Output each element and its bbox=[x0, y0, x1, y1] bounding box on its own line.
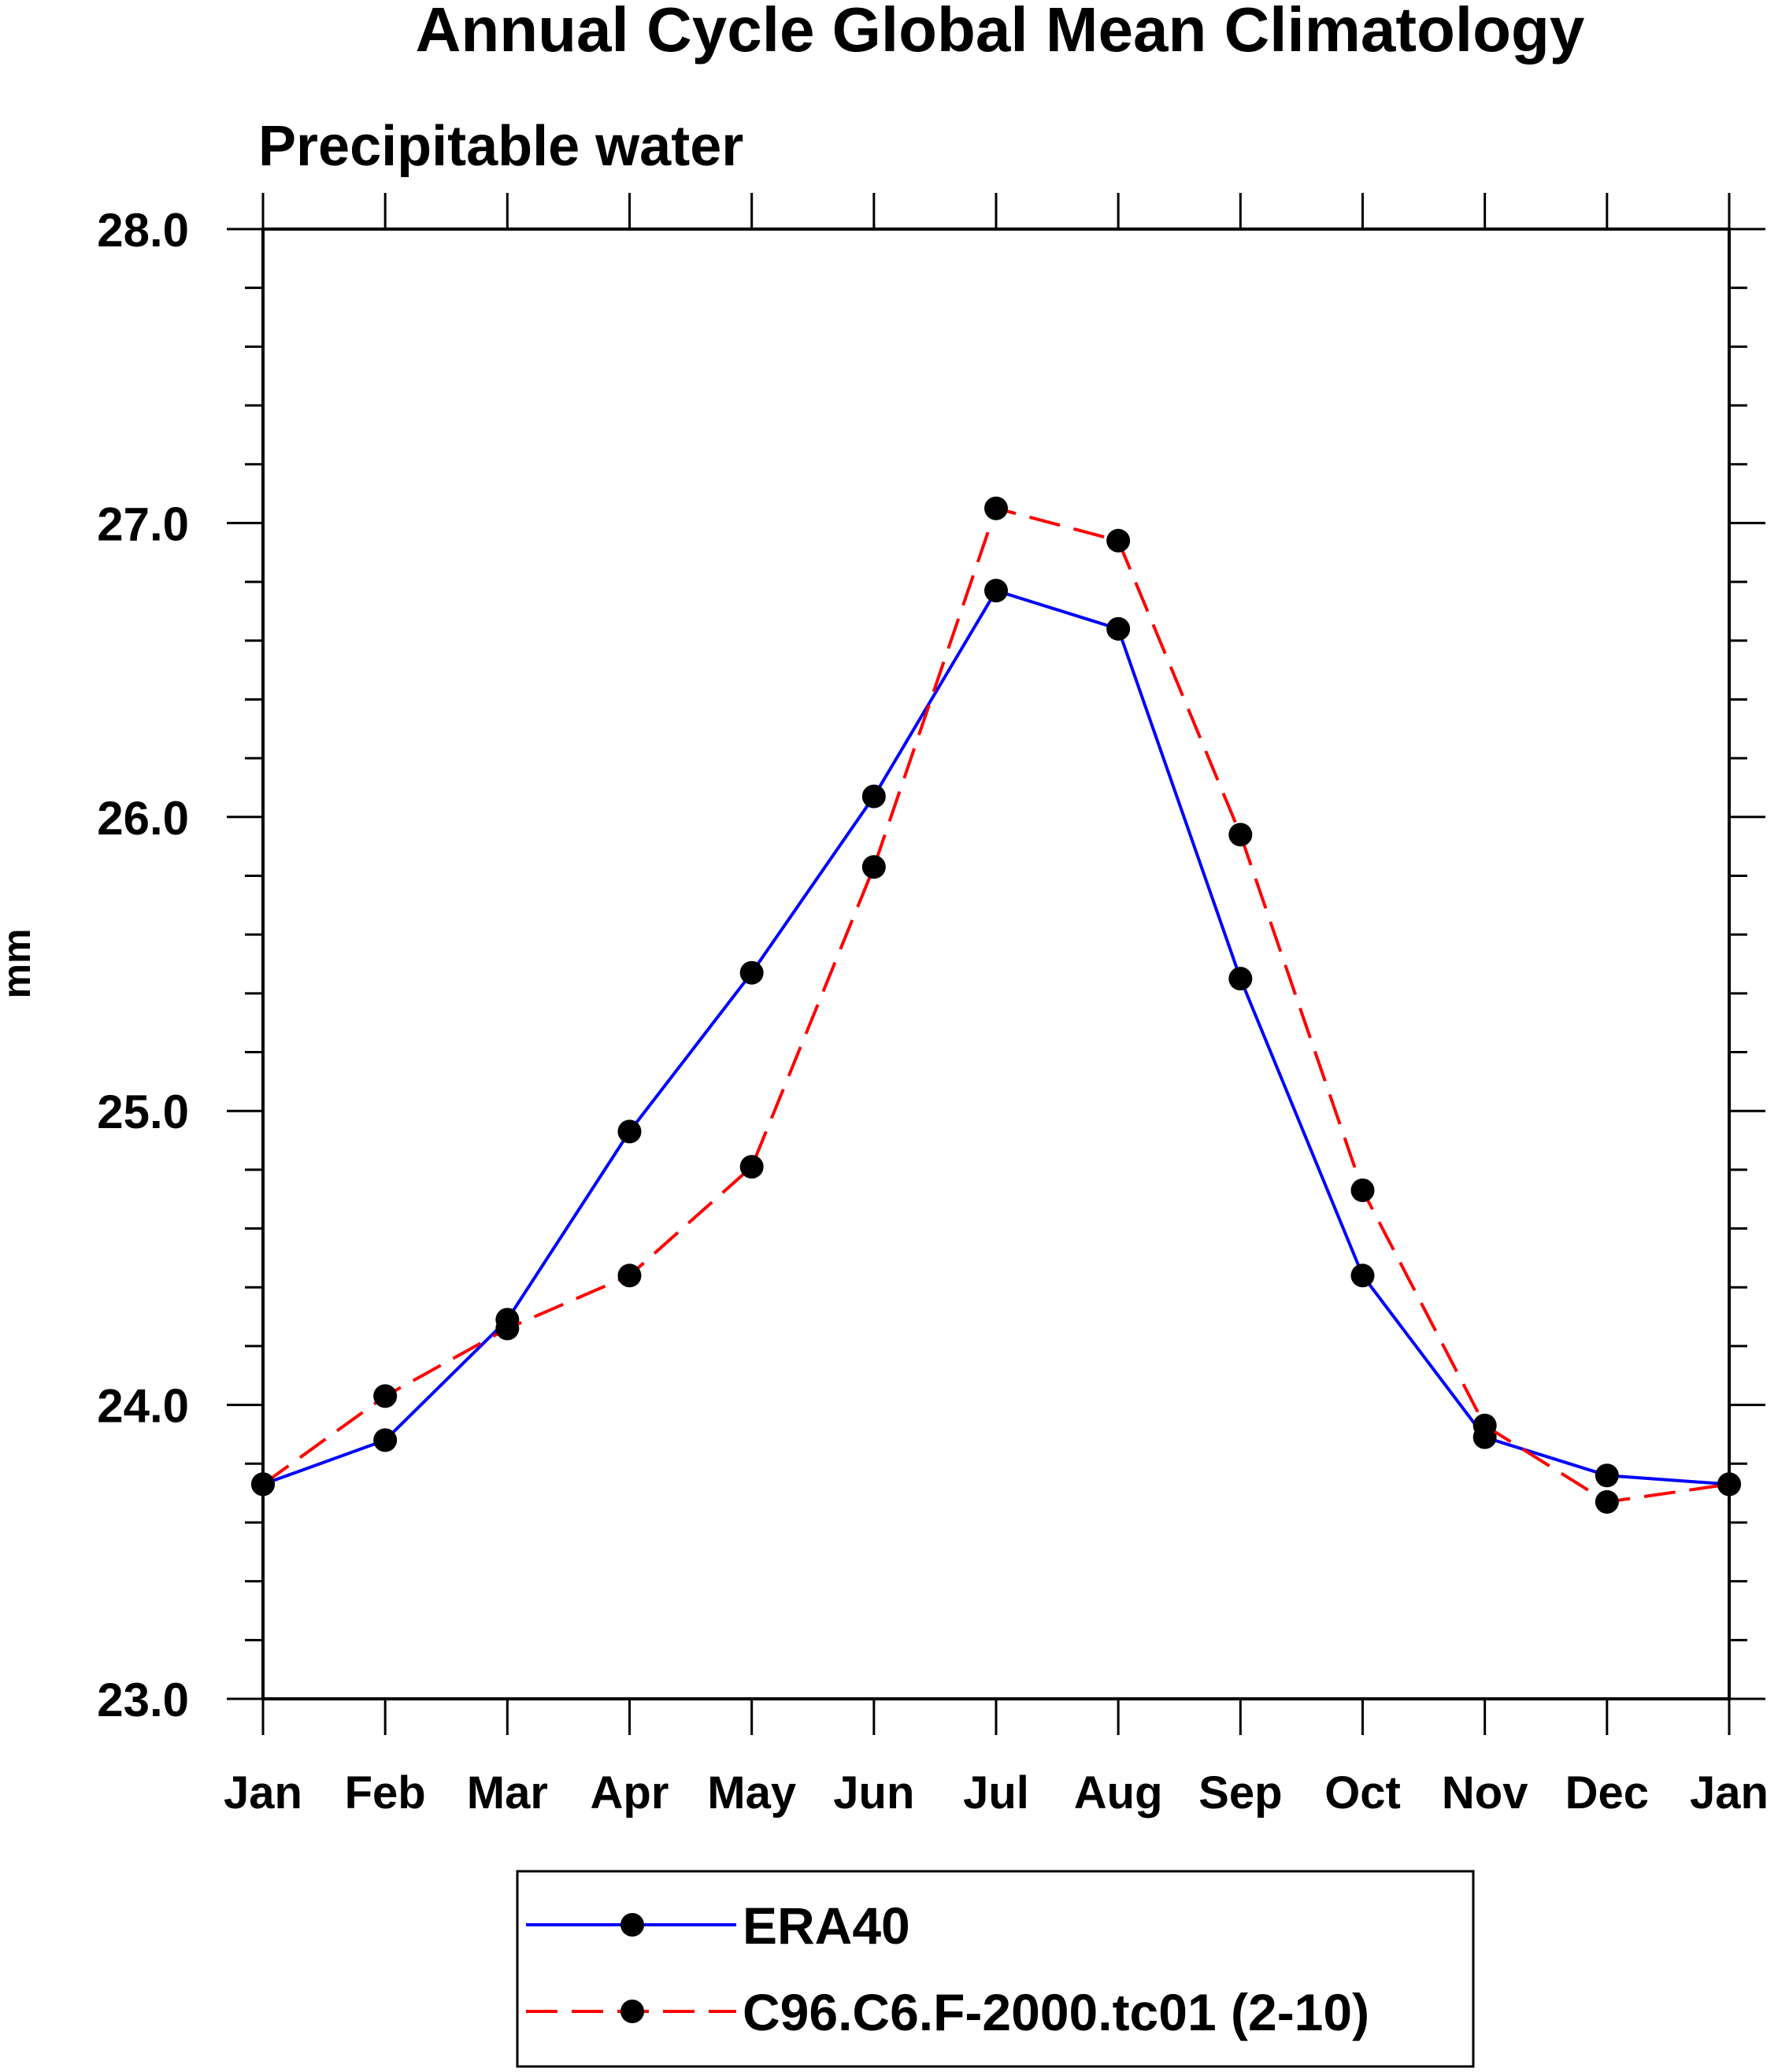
x-tick-label: Jul bbox=[963, 1767, 1029, 1819]
legend-marker bbox=[620, 1913, 644, 1937]
series-layer bbox=[251, 496, 1741, 1514]
legend-label: C96.C6.F-2000.tc01 (2-10) bbox=[743, 1983, 1369, 2041]
x-tick-label: May bbox=[707, 1767, 796, 1819]
data-point bbox=[495, 1316, 520, 1341]
data-point bbox=[1106, 528, 1131, 553]
data-point bbox=[861, 855, 886, 879]
x-tick-label: Sep bbox=[1198, 1767, 1282, 1819]
x-axis-ticks: Jan Feb Mar Apr May Jun Jul Aug Sep Oct Nov Dec Jan bbox=[224, 193, 1769, 1819]
legend-box bbox=[516, 1870, 1475, 2068]
y-tick-label: 27.0 bbox=[97, 498, 189, 550]
data-point bbox=[984, 496, 1008, 520]
data-point bbox=[1595, 1489, 1619, 1514]
x-tick-label: Nov bbox=[1442, 1767, 1528, 1819]
data-point bbox=[373, 1384, 398, 1408]
data-point bbox=[1228, 967, 1253, 991]
series-c96 bbox=[251, 496, 1741, 1514]
x-tick-label: Jan bbox=[1690, 1767, 1769, 1819]
legend-label: ERA40 bbox=[743, 1896, 910, 1955]
x-tick-label: Dec bbox=[1565, 1767, 1649, 1819]
data-point bbox=[1106, 616, 1131, 641]
x-tick-label: Feb bbox=[345, 1767, 426, 1819]
y-axis-label: mm bbox=[0, 929, 39, 999]
data-point bbox=[1228, 823, 1253, 847]
x-tick-label: Jun bbox=[833, 1767, 914, 1819]
y-tick-label: 23.0 bbox=[97, 1674, 189, 1726]
legend-marker bbox=[620, 2000, 644, 2023]
data-point bbox=[1472, 1413, 1497, 1437]
x-tick-label: Aug bbox=[1074, 1767, 1163, 1819]
data-point bbox=[1350, 1264, 1375, 1288]
chart-title: Annual Cycle Global Mean Climatology bbox=[416, 0, 1585, 65]
series-line bbox=[262, 588, 1730, 1486]
plot-frame bbox=[261, 228, 1731, 1700]
y-tick-label: 28.0 bbox=[97, 204, 189, 257]
data-point bbox=[739, 960, 764, 985]
data-point bbox=[251, 1472, 275, 1497]
data-point bbox=[373, 1428, 398, 1452]
x-tick-label: Oct bbox=[1324, 1767, 1401, 1819]
x-tick-label: Mar bbox=[467, 1767, 548, 1819]
data-point bbox=[1595, 1463, 1619, 1488]
y-tick-label: 24.0 bbox=[97, 1380, 189, 1433]
y-tick-label: 25.0 bbox=[97, 1086, 189, 1138]
y-axis-ticks: 23.0 24.0 25.0 26.0 27.0 28.0 bbox=[97, 204, 1765, 1726]
y-tick-label: 26.0 bbox=[97, 792, 189, 845]
series-line bbox=[261, 506, 1730, 1504]
data-point bbox=[861, 784, 886, 808]
x-tick-label: Apr bbox=[591, 1767, 669, 1819]
series-era40 bbox=[251, 579, 1741, 1497]
data-point bbox=[1350, 1178, 1375, 1203]
legend: ERA40 C96.C6.F-2000.tc01 (2-10) bbox=[516, 1870, 1475, 2068]
plot-border bbox=[261, 228, 1731, 1700]
data-point bbox=[739, 1155, 764, 1179]
data-point bbox=[617, 1264, 642, 1288]
x-tick-label: Jan bbox=[224, 1767, 302, 1819]
chart-subtitle: Precipitable water bbox=[258, 115, 743, 178]
data-point bbox=[984, 579, 1008, 603]
data-point bbox=[1717, 1472, 1741, 1497]
data-point bbox=[617, 1119, 642, 1144]
